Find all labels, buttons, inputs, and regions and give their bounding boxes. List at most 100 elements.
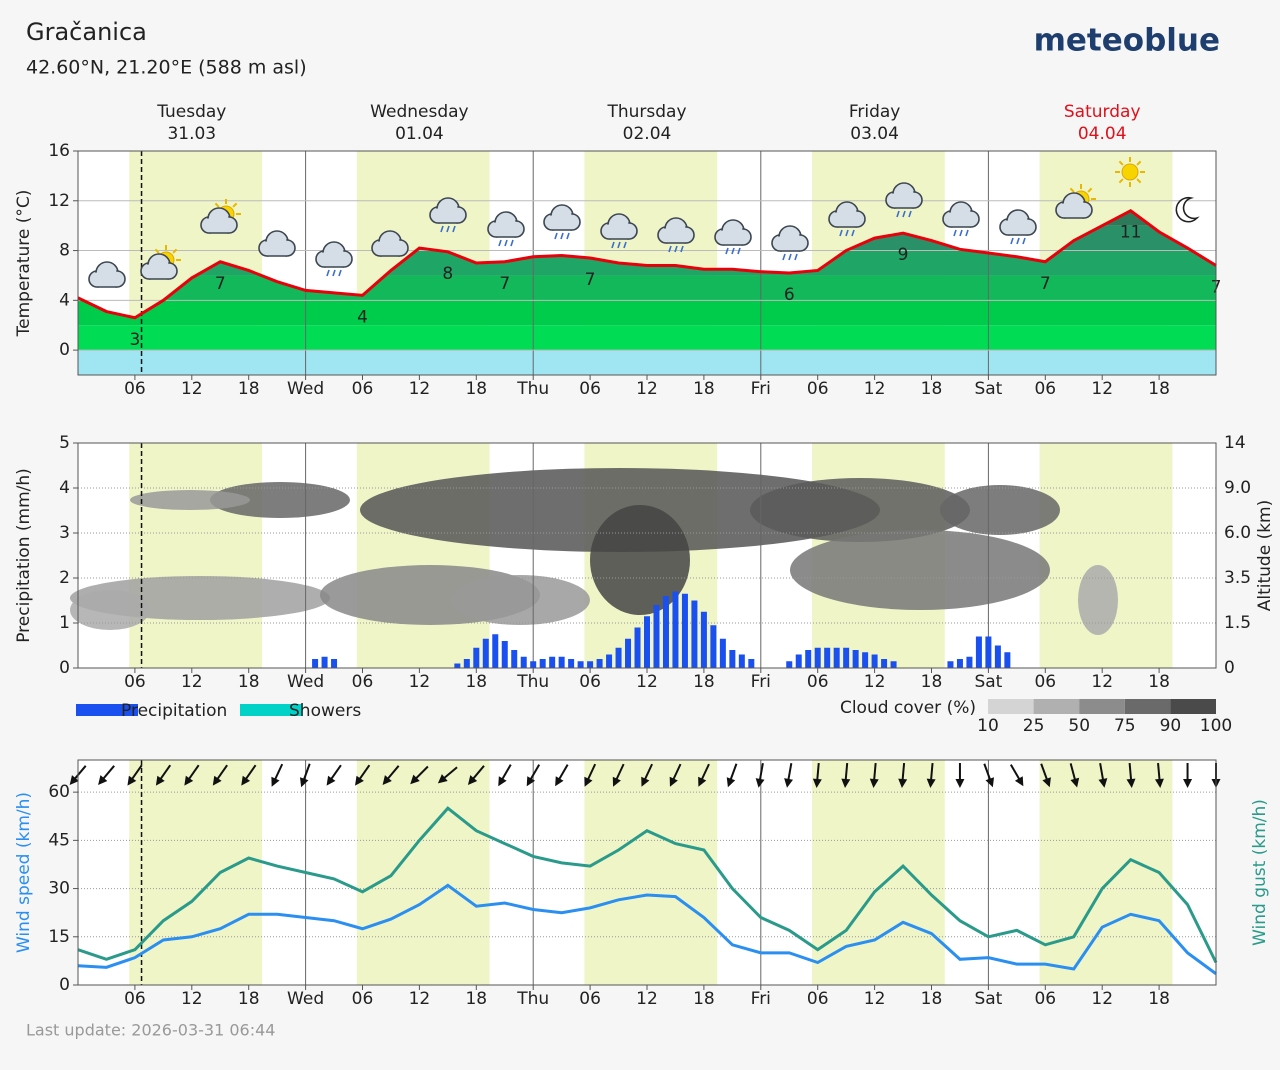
- daylight-band: [1039, 760, 1173, 985]
- icon-part: [609, 230, 629, 239]
- wind-arrow: [926, 762, 936, 788]
- x-tick-label: 06: [1034, 989, 1056, 1009]
- icon-part: [552, 221, 572, 230]
- precip-bar: [331, 659, 338, 668]
- precip-bar: [511, 650, 518, 668]
- daylight-band: [129, 760, 262, 985]
- x-tick-label: 06: [807, 672, 829, 692]
- precip-bar: [795, 654, 802, 668]
- legend-swatch: [76, 704, 138, 716]
- icon-part: [566, 232, 570, 240]
- precip-bar: [606, 654, 613, 668]
- icon-part: [623, 241, 627, 249]
- y-axis-title: Temperature (°C): [14, 190, 34, 338]
- precip-bar: [710, 625, 717, 668]
- icon-part: [440, 225, 444, 233]
- arrow-head: [127, 775, 137, 786]
- wind-arrow: [784, 763, 793, 788]
- precip-bar: [321, 656, 328, 668]
- cloud-layer: [210, 482, 350, 518]
- icon-part: [1136, 178, 1142, 184]
- precip-bar: [577, 661, 584, 668]
- arrow-head: [726, 777, 736, 788]
- day-name: Wednesday: [370, 102, 468, 122]
- icon-part: [680, 245, 684, 253]
- cloud-legend-tick: 90: [1160, 716, 1182, 736]
- wind-arrow: [584, 763, 597, 787]
- day-date: 02.04: [623, 124, 672, 144]
- precip-bar: [956, 659, 963, 668]
- temperature-band: [78, 325, 1216, 351]
- cloud-layer: [1078, 565, 1118, 635]
- precip-bar: [558, 656, 565, 668]
- icon-part: [97, 278, 117, 287]
- x-tick-label: Sat: [974, 379, 1002, 399]
- x-tick-label: 18: [465, 672, 487, 692]
- temperature-label: 9: [898, 245, 909, 265]
- icon-part: [149, 270, 169, 279]
- precip-bar: [890, 661, 897, 668]
- precip-bar: [492, 634, 499, 668]
- icon-part: [209, 224, 229, 233]
- icon-part: [446, 225, 450, 233]
- daylight-band: [129, 443, 262, 668]
- precip-bar: [662, 596, 669, 668]
- wind-arrow: [382, 765, 400, 785]
- precip-bar: [615, 647, 622, 668]
- precip-bar: [805, 650, 812, 668]
- icon-part: [837, 218, 857, 227]
- y-tick-label: 4: [59, 478, 70, 498]
- icon-part: [1136, 160, 1142, 166]
- x-tick-label: 18: [921, 989, 943, 1009]
- y2-axis-title: Altitude (km): [1255, 500, 1275, 612]
- arrow-head: [555, 776, 564, 787]
- wind-arrow: [300, 763, 311, 788]
- weather-icon: [885, 182, 923, 218]
- cloud-legend-swatch: [1079, 699, 1125, 714]
- arrow-head: [641, 776, 650, 787]
- precip-bar: [672, 591, 679, 668]
- precip-bar: [454, 663, 461, 668]
- wind-arrow: [326, 764, 342, 786]
- x-tick-label: 06: [579, 989, 601, 1009]
- cloud-legend-tick: 100: [1200, 716, 1232, 736]
- x-tick-label: 18: [921, 379, 943, 399]
- precip-bar: [843, 647, 850, 668]
- precip-bar: [824, 647, 831, 668]
- weather-icon: [371, 230, 409, 257]
- wind-arrow: [955, 763, 965, 788]
- wind-arrow: [983, 763, 994, 788]
- y-tick-label: 4: [59, 290, 70, 310]
- arrow-head: [669, 776, 678, 787]
- y-tick-label: 16: [48, 141, 70, 161]
- precip-bar: [738, 654, 745, 668]
- temperature-label: 11: [1120, 223, 1142, 243]
- arrow-head: [69, 775, 79, 785]
- wind-arrow: [726, 763, 738, 788]
- x-tick-label: Fri: [751, 672, 771, 692]
- x-tick-label: 12: [1091, 672, 1113, 692]
- icon-part: [953, 229, 957, 237]
- icon-part: [782, 253, 786, 261]
- below-freezing: [78, 350, 1216, 375]
- weather-icon: [999, 209, 1037, 245]
- wind-arrow: [1183, 763, 1193, 788]
- x-tick-label: Wed: [287, 672, 324, 692]
- icon-part: [1118, 160, 1124, 166]
- precip-bar: [975, 636, 982, 668]
- weather-icon: [942, 201, 980, 237]
- precip-bar: [596, 659, 603, 668]
- wind-arrow: [155, 764, 172, 786]
- arrow-head: [898, 778, 908, 788]
- y2-tick-label: 1.5: [1224, 613, 1251, 633]
- arrow-head: [955, 779, 965, 788]
- y-tick-label: 45: [48, 830, 70, 850]
- precip-bar: [947, 661, 954, 668]
- icon-part: [780, 242, 800, 251]
- precip-bar: [881, 659, 888, 668]
- x-tick-label: 18: [1148, 989, 1170, 1009]
- weather-icon: [315, 241, 353, 277]
- wind-arrow: [698, 763, 710, 787]
- arrow-head: [985, 777, 994, 788]
- y-tick-label: 5: [59, 433, 70, 453]
